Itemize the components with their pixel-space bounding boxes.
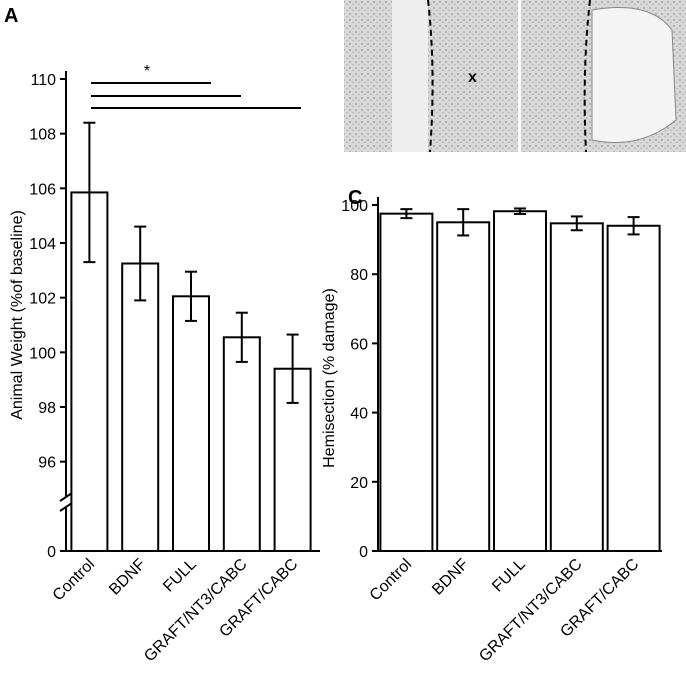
y-tick-label: 40: [350, 406, 368, 423]
y-tick-label: 110: [30, 72, 56, 89]
bar: [549, 222, 604, 552]
lesion-border: [427, 0, 434, 153]
bar: [606, 224, 661, 552]
x-tick-label: Control: [50, 556, 98, 604]
micrographs: x: [344, 0, 686, 153]
axis-break: [59, 502, 73, 512]
x-tick-label: BDNF: [106, 556, 149, 599]
bar: [121, 262, 160, 552]
x-tick-label: FULL: [160, 556, 200, 596]
x-tick-label: Control: [367, 556, 415, 604]
y-tick-label: 80: [350, 267, 368, 284]
y-tick-label: 100: [341, 198, 368, 215]
y-axis-label: Animal Weight (%of baseline): [9, 210, 26, 420]
lesion-marker: x: [468, 69, 477, 86]
x-tick-label: GRAFT/NT3/CABC: [476, 556, 585, 665]
y-tick-label: 0: [47, 544, 56, 561]
significance-star: *: [144, 63, 150, 80]
y-tick-label: 96: [38, 455, 56, 472]
significance-brackets: [91, 82, 301, 109]
bar: [172, 295, 210, 552]
tissue-band: [392, 0, 428, 152]
x-tick-label: BDNF: [429, 556, 472, 599]
bar: [436, 221, 491, 553]
panel-label: C: [348, 187, 362, 209]
axis-break: [59, 492, 73, 502]
x-tick-label: FULL: [489, 556, 529, 596]
y-tick-label: 102: [29, 291, 56, 308]
panel-label: A: [4, 5, 18, 27]
y-tick-label: 0: [359, 544, 368, 561]
y-tick-label: 104: [29, 236, 56, 253]
y-tick-label: 60: [350, 336, 368, 353]
bar: [493, 210, 547, 552]
y-tick-label: 106: [29, 181, 56, 198]
bar: [379, 212, 434, 552]
lesion-border: [583, 0, 591, 153]
cavity: [591, 7, 677, 143]
y-tick-label: 98: [38, 400, 56, 417]
y-tick-label: 20: [350, 475, 368, 492]
y-tick-label: 108: [29, 127, 56, 144]
bar: [222, 336, 261, 552]
y-axis-label: Hemisection (% damage): [321, 288, 338, 468]
y-tick-label: 100: [29, 345, 56, 362]
